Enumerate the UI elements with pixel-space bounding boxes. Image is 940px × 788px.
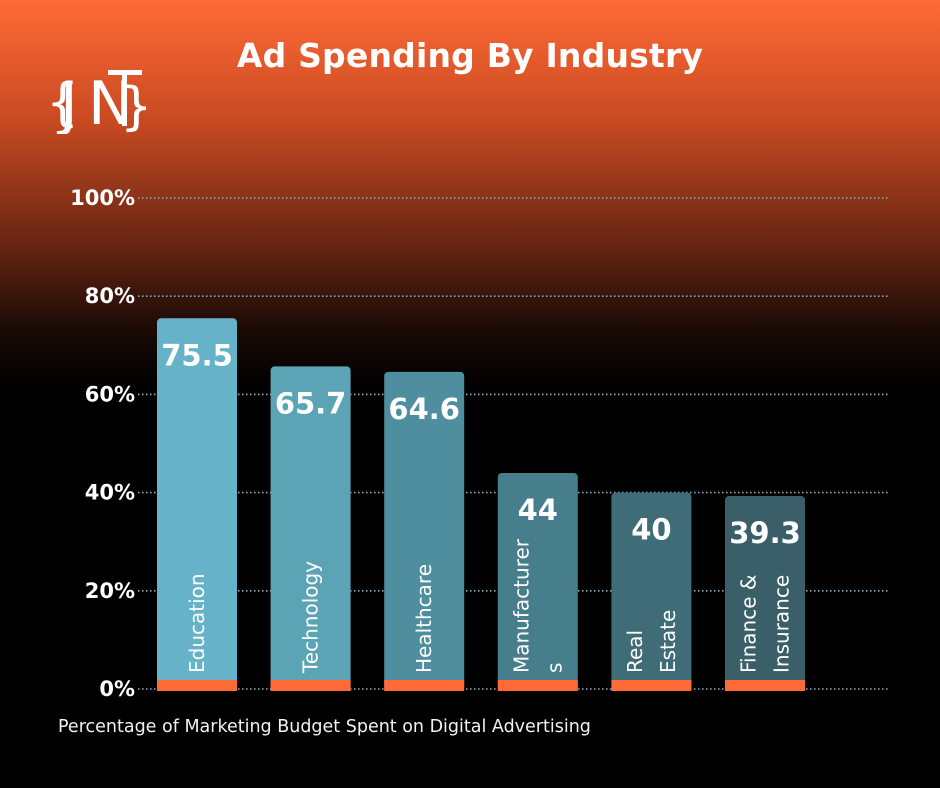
data-label: 75.5 — [161, 338, 233, 372]
bar-base-strip — [270, 680, 351, 691]
svg-text:J: J — [56, 69, 78, 134]
bar-base-strip — [384, 680, 465, 691]
category-label: Healthcare — [412, 564, 436, 673]
y-tick-label: 40% — [85, 481, 135, 505]
brand-logo: { J N } — [46, 69, 146, 134]
bar — [384, 371, 465, 689]
svg-text:{: { — [46, 73, 79, 133]
y-tick-label: 100% — [70, 186, 135, 210]
bar — [157, 318, 237, 689]
chart-title: Ad Spending By Industry — [236, 36, 704, 75]
bar-base-strip — [157, 680, 237, 691]
bar — [725, 496, 805, 689]
bar — [611, 492, 692, 689]
category-label: Technology — [299, 561, 323, 674]
category-label: Manufacturer — [509, 538, 533, 673]
bar-base-strip — [725, 680, 805, 691]
category-label: Finance & — [737, 575, 761, 673]
data-label: 65.7 — [275, 386, 347, 420]
category-label: Real — [623, 630, 647, 673]
data-label: 64.6 — [388, 392, 460, 426]
category-label: Insurance — [770, 575, 794, 673]
bar-base-strip — [497, 680, 578, 691]
bar — [497, 472, 578, 689]
category-label: Estate — [656, 610, 680, 673]
y-tick-label: 20% — [85, 579, 135, 603]
x-axis-label: Percentage of Marketing Budget Spent on … — [58, 717, 591, 737]
data-label: 44 — [518, 493, 558, 527]
y-tick-label: 60% — [85, 382, 135, 406]
category-label: s — [542, 663, 566, 673]
data-label: 40 — [631, 513, 671, 547]
category-label: Education — [185, 573, 209, 673]
bar — [270, 366, 351, 689]
data-label: 39.3 — [729, 516, 801, 550]
bar-base-strip — [611, 680, 692, 691]
y-tick-label: 0% — [99, 677, 135, 701]
y-tick-label: 80% — [85, 284, 135, 308]
